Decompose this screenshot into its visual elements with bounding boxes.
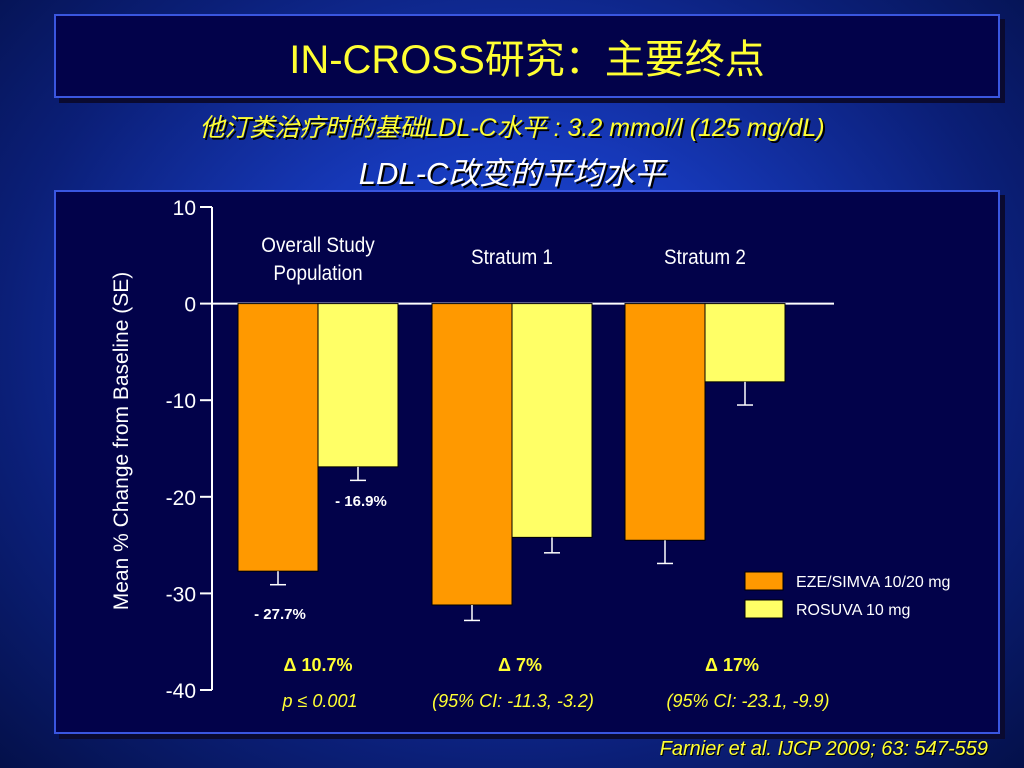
category-label: Stratum 1 (471, 246, 553, 269)
bar-rosuva-1 (511, 303, 593, 538)
subtitle-baseline: 他汀类治疗时的基础LDL-C水平 : 3.2 mmol/l (125 mg/dL… (199, 114, 825, 142)
y-tick-label: -40 (166, 680, 196, 703)
data-label: - 16.9% (335, 493, 387, 510)
y-tick-label: 0 (184, 294, 196, 317)
legend-swatch-1 (744, 599, 784, 619)
y-tick-label: -30 (166, 583, 196, 606)
bar-eze-simva-2 (624, 303, 706, 541)
bar-rosuva-0 (317, 303, 399, 468)
stat-label: p ≤ 0.001 (282, 691, 358, 711)
legend-swatch-0 (744, 571, 784, 591)
bar-eze-simva-1 (431, 303, 513, 606)
y-tick-label: 10 (173, 197, 196, 220)
category-label: Overall Study (261, 234, 374, 257)
y-tick-label: -20 (166, 487, 196, 510)
bar-rosuva-2 (704, 303, 786, 383)
delta-label: Δ 7% (498, 655, 542, 675)
subtitle-mean-change: LDL-C改变的平均水平 (358, 156, 666, 191)
y-axis-label: Mean % Change from Baseline (SE) (110, 272, 133, 611)
delta-label: Δ 17% (705, 655, 759, 675)
citation: Farnier et al. IJCP 2009; 63: 547-559 (659, 738, 988, 760)
bar-eze-simva-0 (237, 303, 319, 572)
stat-label: (95% CI: -11.3, -3.2) (432, 691, 594, 711)
stat-label: (95% CI: -23.1, -9.9) (666, 691, 829, 711)
legend-label-0: EZE/SIMVA 10/20 mg (796, 574, 950, 591)
data-label: - 27.7% (254, 606, 306, 623)
category-label: Population (273, 262, 362, 285)
slide-title: IN-CROSS研究：主要终点 (289, 38, 765, 82)
title-box: IN-CROSS研究：主要终点 (54, 14, 1000, 98)
category-label: Stratum 2 (664, 246, 746, 269)
y-tick-label: -10 (166, 390, 196, 413)
delta-label: Δ 10.7% (284, 655, 353, 675)
legend-label-1: ROSUVA 10 mg (796, 602, 910, 619)
